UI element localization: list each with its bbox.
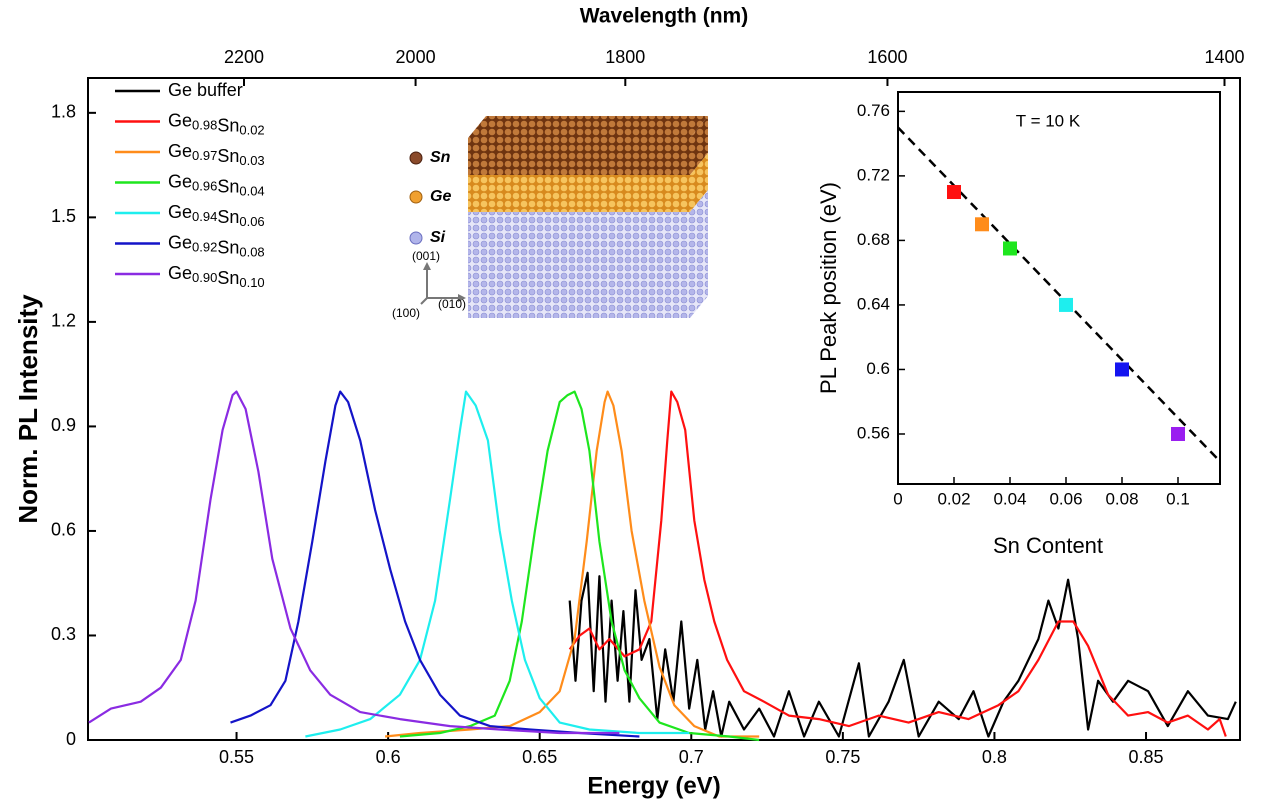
atom-label: Si (430, 229, 446, 246)
x-tick-label: 0.6 (376, 747, 401, 767)
inset-y-tick-label: 0.56 (857, 423, 890, 442)
legend-label: Ge0.96Sn0.04 (168, 171, 265, 199)
legend-label: Ge0.92Sn0.08 (168, 232, 265, 260)
series-line (305, 390, 690, 738)
y-tick-label: 1.5 (51, 206, 76, 226)
x-tick-label: 0.8 (982, 747, 1007, 767)
legend-label: Ge0.94Sn0.06 (168, 202, 265, 230)
inset-x-tick-label: 0.06 (1049, 489, 1082, 508)
inset-y-tick-label: 0.68 (857, 230, 890, 249)
y-tick-label: 0.3 (51, 624, 76, 644)
inset-y-title: PL Peak position (eV) (816, 182, 841, 394)
x-axis-title: Energy (eV) (587, 772, 720, 799)
legend-label: Ge0.98Sn0.02 (168, 110, 265, 138)
inset-y-tick-label: 0.72 (857, 165, 890, 184)
y-tick-label: 0.6 (51, 520, 76, 540)
fit-line (897, 126, 1221, 463)
sn-layer (468, 138, 690, 175)
x2-tick-label: 1800 (605, 47, 645, 67)
y-tick-label: 0.9 (51, 415, 76, 435)
inset-x-title: Sn Content (993, 533, 1103, 558)
legend-label: Ge0.90Sn0.10 (168, 263, 265, 291)
x-tick-label: 0.7 (679, 747, 704, 767)
x-tick-label: 0.85 (1128, 747, 1163, 767)
data-point (947, 185, 961, 200)
axis-label: (010) (438, 297, 466, 311)
ge-side (690, 153, 708, 212)
arrow-head (458, 294, 466, 302)
legend-label: Ge buffer (168, 80, 243, 100)
ge-atom (409, 190, 423, 204)
series-line (88, 390, 620, 735)
atom-label: Ge (430, 188, 451, 205)
si-layer (468, 212, 690, 318)
crystal-illustration: Sn Ge Si (001) (100) (010) (392, 116, 708, 320)
inset-y-tick-label: 0.6 (866, 359, 890, 378)
x2-tick-label: 2000 (396, 47, 436, 67)
axis-label: (100) (392, 306, 420, 320)
axis-label: (001) (412, 249, 440, 263)
sn-side (690, 116, 708, 175)
legend-label: Ge0.97Sn0.03 (168, 141, 265, 169)
inset-y-tick-label: 0.64 (857, 294, 890, 313)
inset-x-tick-label: 0.08 (1105, 489, 1138, 508)
inset-x-tick-label: 0.04 (993, 489, 1026, 508)
arrow-head (423, 262, 431, 270)
data-point (1003, 241, 1017, 256)
series-line (384, 390, 760, 738)
plot-frame (87, 77, 1241, 741)
sn-atom (409, 151, 423, 165)
sn-top (468, 116, 708, 138)
x-tick-label: 0.55 (219, 747, 254, 767)
axis-arrow (420, 297, 428, 305)
inset-y-tick-label: 0.76 (857, 101, 890, 120)
x2-tick-label: 1400 (1204, 47, 1244, 67)
x-tick-label: 0.75 (825, 747, 860, 767)
x-tick-label: 0.65 (522, 747, 557, 767)
y-tick-label: 1.8 (51, 102, 76, 122)
ge-layer (468, 175, 690, 212)
series-line (399, 390, 760, 742)
series-line (568, 390, 1227, 737)
y-axis-title: Norm. PL Intensity (13, 294, 43, 524)
data-point (1059, 297, 1073, 312)
y-tick-label: 1.2 (51, 311, 76, 331)
inset-frame (897, 91, 1221, 485)
si-side (690, 190, 708, 318)
series-line (568, 571, 1237, 738)
atom-label: Sn (430, 149, 451, 166)
inset-annotation: T = 10 K (1016, 111, 1081, 130)
y-tick-label: 0 (66, 729, 76, 749)
inset-x-tick-label: 0 (893, 489, 902, 508)
inset-x-tick-label: 0.1 (1166, 489, 1190, 508)
data-point (975, 217, 989, 232)
si-atom (409, 231, 423, 245)
x2-axis-title: Wavelength (nm) (580, 5, 748, 28)
x2-tick-label: 1600 (867, 47, 907, 67)
x2-tick-label: 2200 (224, 47, 264, 67)
data-point (1171, 426, 1185, 441)
series-line (230, 390, 640, 738)
inset-x-tick-label: 0.02 (937, 489, 970, 508)
data-point (1115, 362, 1129, 377)
